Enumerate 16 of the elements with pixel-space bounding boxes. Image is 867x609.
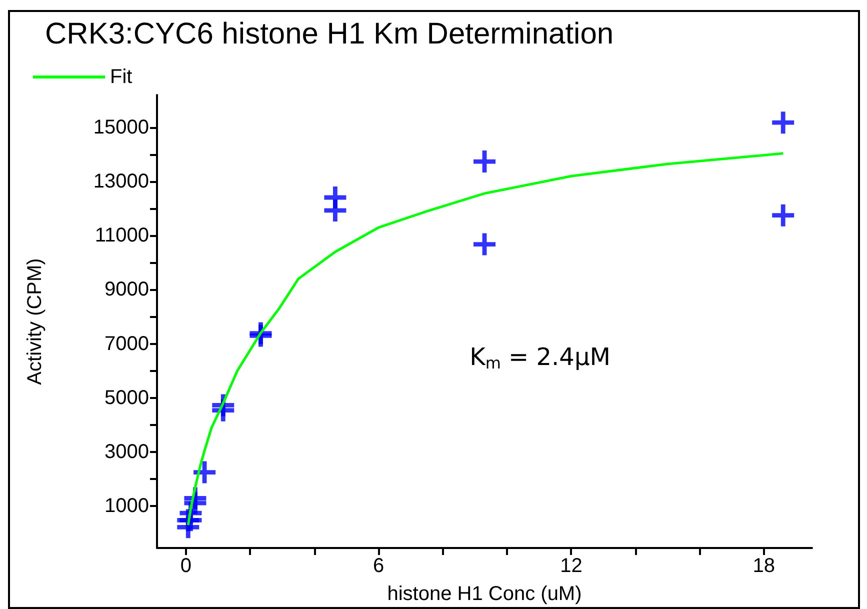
x-tick-label: 18 (752, 555, 775, 577)
legend-label: Fit (110, 66, 133, 88)
x-tick-label: 0 (180, 555, 192, 577)
y-tick-label: 9000 (104, 278, 149, 301)
y-tick-label: 11000 (94, 224, 149, 247)
x-tick-label: 6 (372, 555, 384, 577)
x-tick-label: 12 (560, 555, 582, 577)
chart-title: CRK3:CYC6 histone H1 Km Determination (45, 18, 614, 50)
y-tick-label: 5000 (104, 386, 149, 409)
y-tick-label: 3000 (104, 440, 149, 463)
y-tick-label: 13000 (93, 170, 149, 193)
y-tick-label: 15000 (93, 116, 149, 138)
y-tick-label: 7000 (104, 332, 149, 355)
y-axis-title: Activity (CPM) (24, 258, 46, 385)
x-axis-title: histone H1 Conc (uM) (387, 583, 582, 605)
y-tick-label: 1000 (104, 495, 149, 518)
